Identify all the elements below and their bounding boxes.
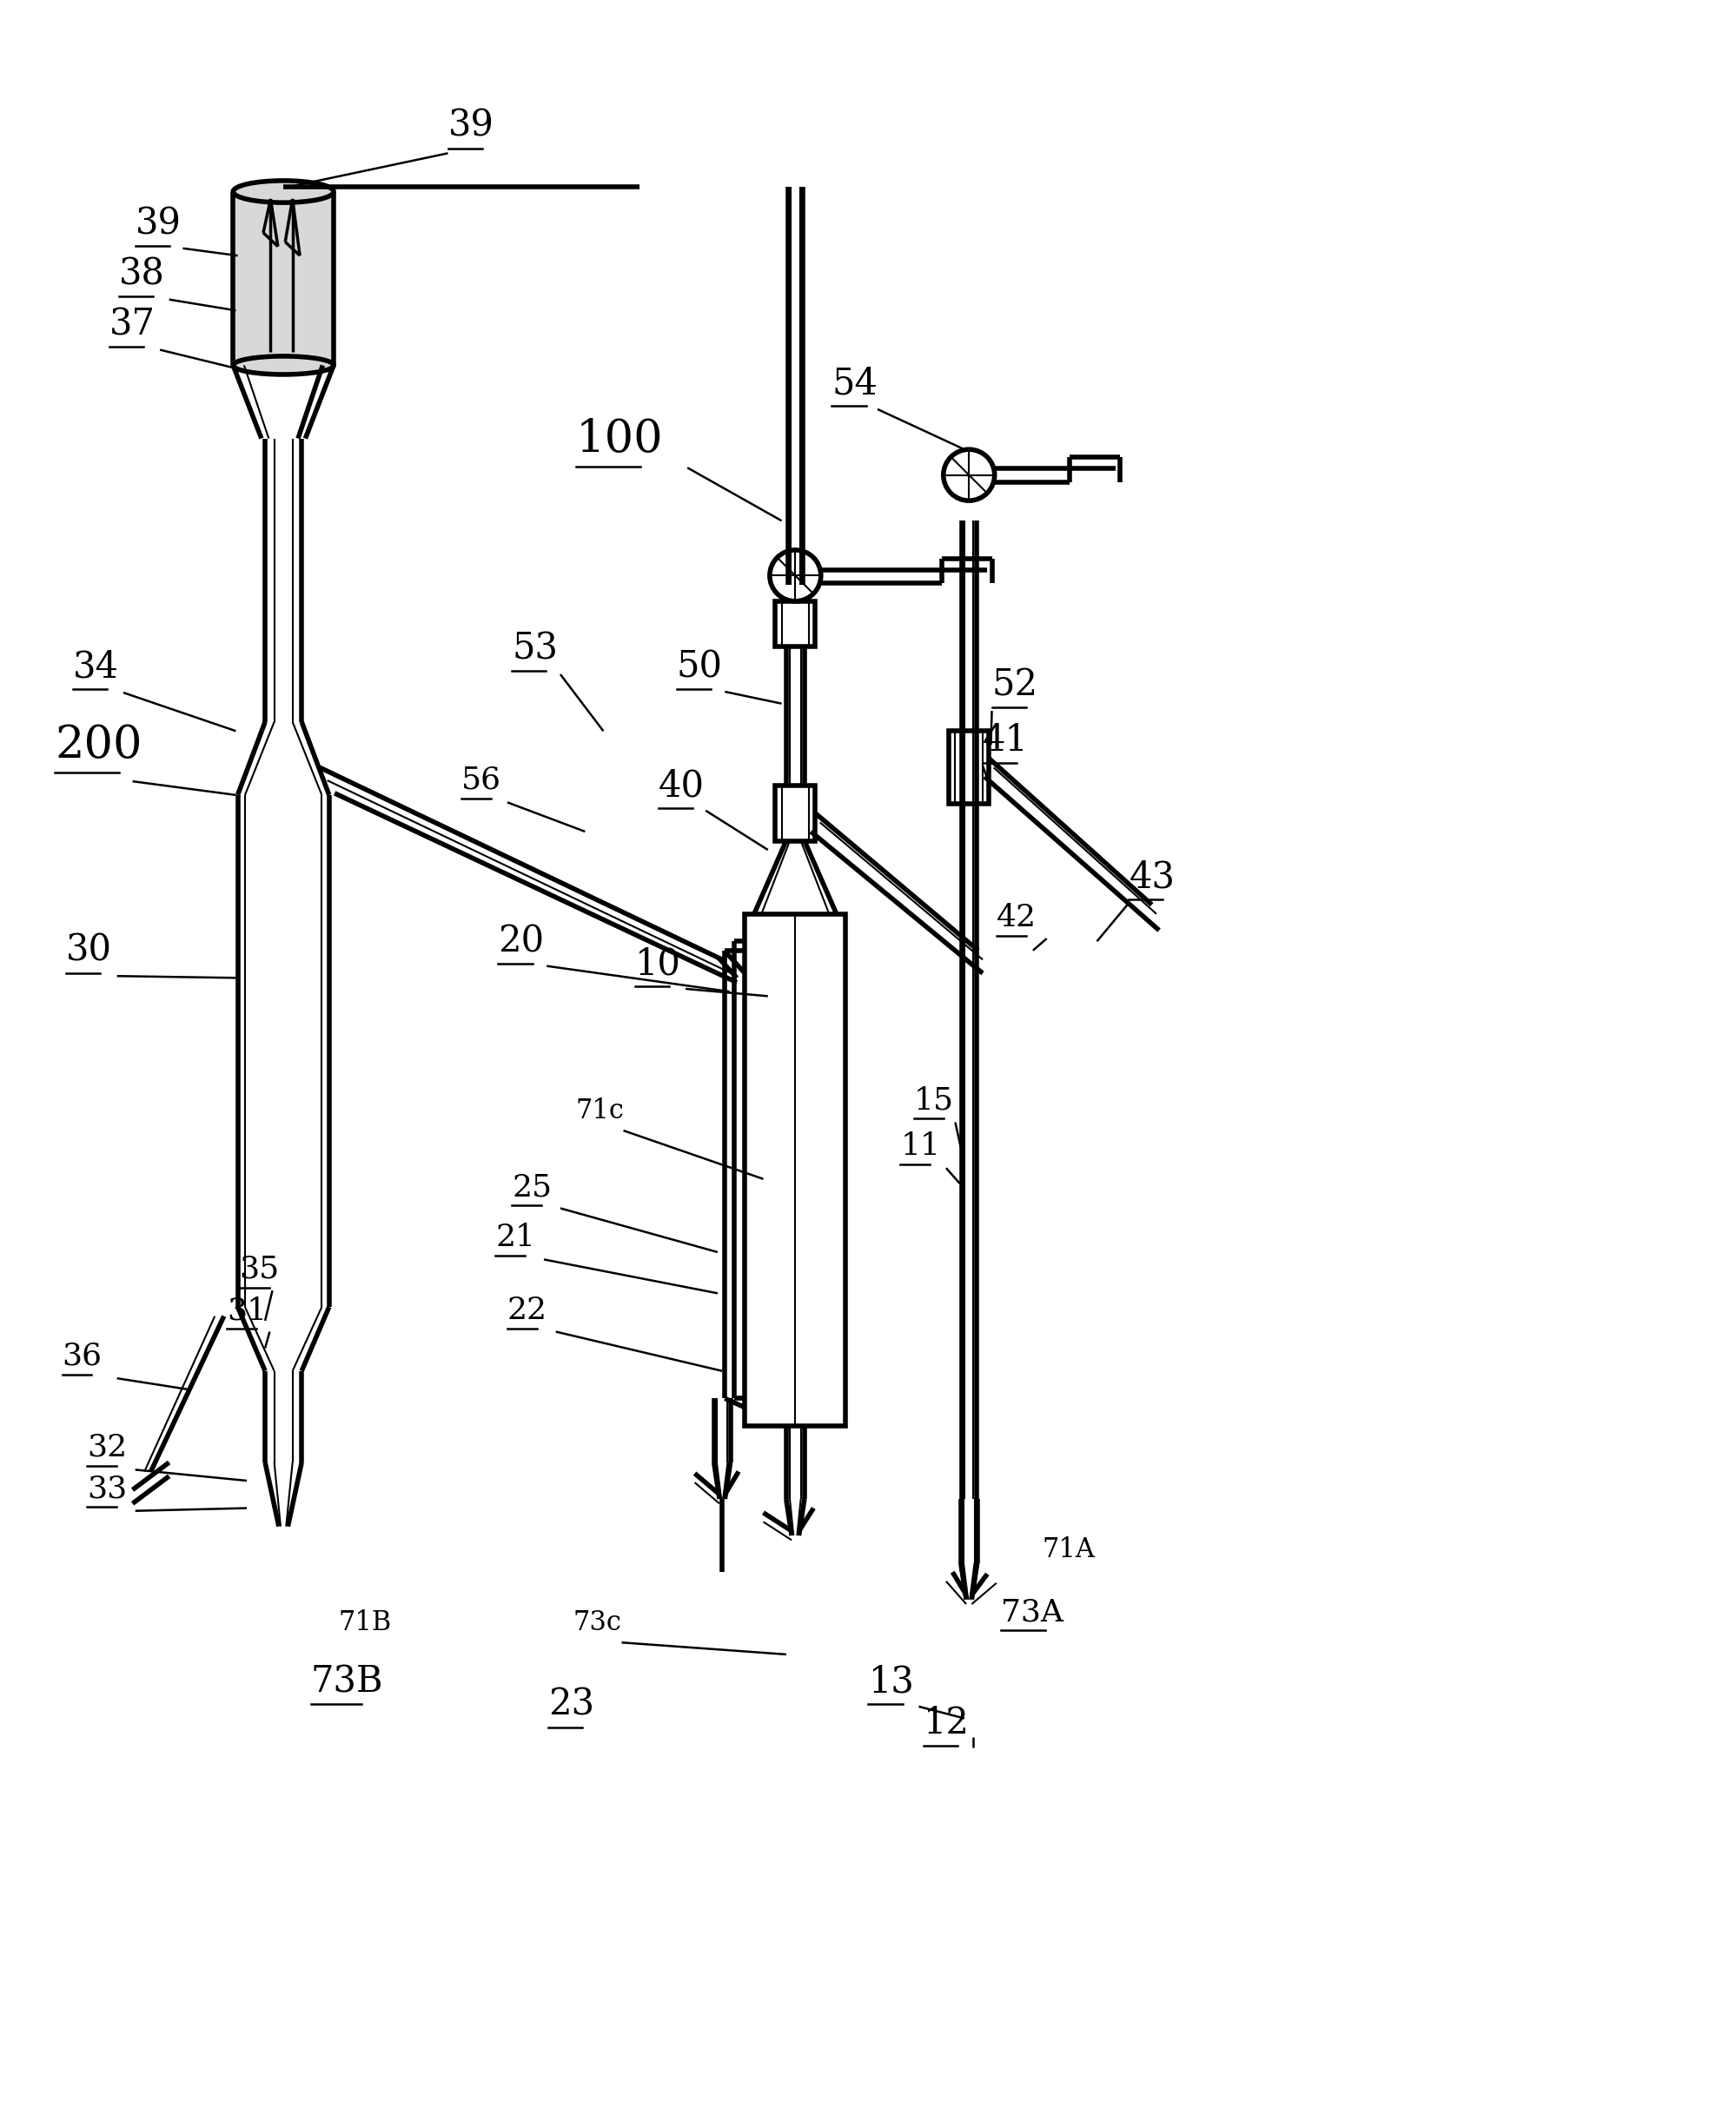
Text: 35: 35 [240, 1255, 279, 1284]
Text: 71c: 71c [576, 1097, 625, 1125]
Bar [774, 601, 814, 647]
Text: 37: 37 [109, 307, 156, 343]
Text: 200: 200 [56, 723, 142, 767]
Text: 34: 34 [73, 650, 120, 685]
Text: 100: 100 [576, 416, 663, 460]
Ellipse shape [233, 181, 333, 202]
Text: 53: 53 [512, 631, 557, 666]
Text: 23: 23 [549, 1686, 594, 1724]
Text: 73B: 73B [311, 1663, 384, 1701]
Text: 54: 54 [832, 366, 877, 401]
Text: 43: 43 [1128, 860, 1175, 895]
Ellipse shape [233, 355, 333, 374]
Text: 22: 22 [507, 1295, 547, 1324]
Bar [745, 914, 845, 1425]
Text: 40: 40 [658, 767, 703, 805]
Text: 10: 10 [635, 946, 681, 982]
Text: 50: 50 [675, 650, 722, 685]
Text: 56: 56 [462, 765, 502, 795]
Text: 11: 11 [899, 1131, 939, 1160]
Text: 30: 30 [66, 931, 111, 969]
Text: 31: 31 [227, 1295, 267, 1324]
Bar [233, 191, 333, 366]
Text: 13: 13 [868, 1663, 913, 1701]
Text: 33: 33 [87, 1474, 127, 1503]
Text: 32: 32 [87, 1434, 127, 1463]
Text: 73c: 73c [573, 1610, 621, 1635]
Text: 20: 20 [498, 923, 543, 961]
Text: 12: 12 [924, 1705, 969, 1740]
Text: 38: 38 [118, 256, 165, 292]
Text: 71B: 71B [339, 1610, 391, 1635]
Text: 39: 39 [448, 107, 493, 145]
Text: 36: 36 [62, 1341, 102, 1371]
Text: 52: 52 [991, 666, 1038, 704]
Text: 71A: 71A [1042, 1537, 1095, 1564]
Text: 73A: 73A [1000, 1598, 1062, 1627]
Bar [774, 786, 814, 841]
Text: 39: 39 [135, 206, 181, 242]
Text: 25: 25 [512, 1173, 552, 1202]
Text: 21: 21 [495, 1223, 535, 1253]
Bar [948, 731, 988, 805]
Text: 42: 42 [996, 902, 1036, 931]
Text: 41: 41 [983, 721, 1028, 759]
Text: 15: 15 [913, 1085, 953, 1114]
